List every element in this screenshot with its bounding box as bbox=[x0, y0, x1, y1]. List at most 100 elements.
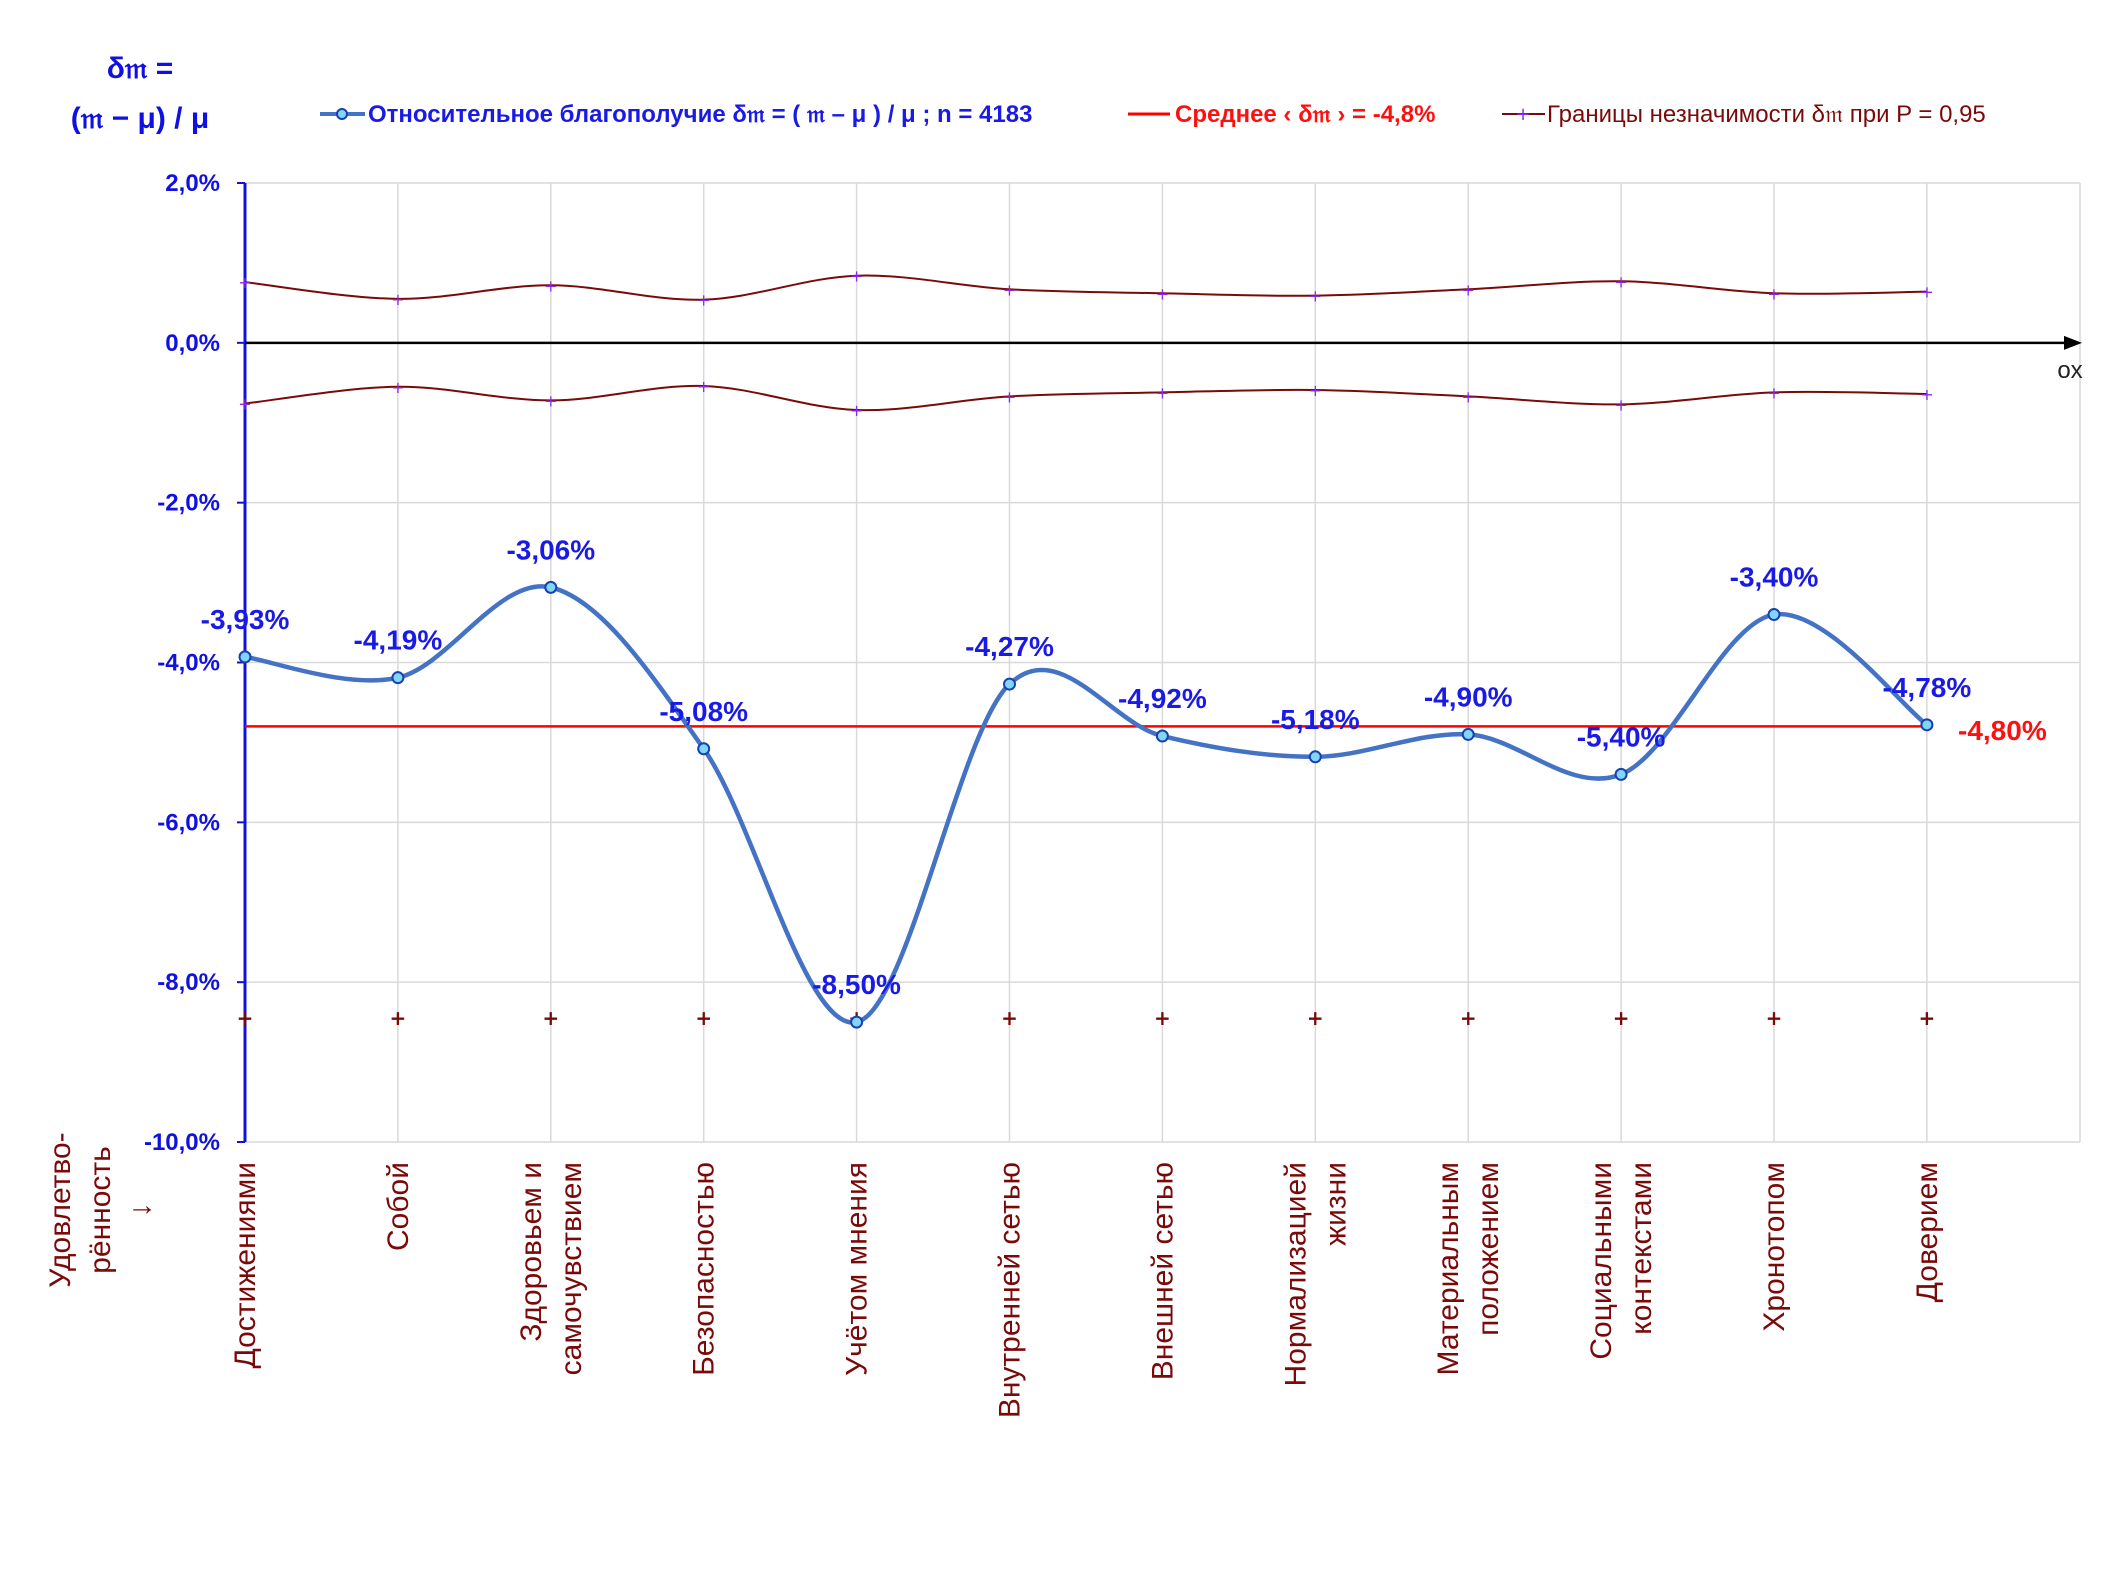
data-label: -4,92% bbox=[1118, 683, 1207, 714]
bound-line-lower bbox=[244, 384, 1927, 412]
category-label: Собой bbox=[382, 1162, 415, 1251]
data-point bbox=[1920, 718, 1934, 732]
category-label: Внутренней сетью bbox=[994, 1162, 1027, 1418]
bound-marker: + bbox=[697, 291, 710, 310]
category-label: Безопасностью bbox=[688, 1162, 721, 1376]
data-labels: -3,93% -4,19% -3,06% -5,08% -8,50% -4,27% -4,9… bbox=[201, 534, 1972, 1000]
bound-marker: + bbox=[1461, 280, 1474, 299]
y-tick-label: -10,0% bbox=[144, 1129, 220, 1156]
y-tick-label: -8,0% bbox=[157, 969, 220, 996]
data-label: -3,06% bbox=[506, 534, 595, 565]
x-axis-title-arrow: ↓ bbox=[124, 1203, 157, 1218]
legend-bounds-label: Границы незначимости δ𝔪 при P = 0,95 bbox=[1547, 101, 1986, 128]
data-label: -3,40% bbox=[1730, 562, 1819, 593]
x-axis-title: Удовлетво- рённость ↓ bbox=[44, 1132, 157, 1287]
category-label: Здоровьем и самочувствием bbox=[515, 1162, 588, 1375]
bound-low-marker: + bbox=[1613, 1006, 1630, 1030]
legend-main-marker bbox=[336, 108, 348, 120]
main-series-line bbox=[244, 584, 1929, 1025]
y-axis-ticks: 2,0% 0,0% -2,0% -4,0% -6,0% -8,0% -10,0% bbox=[144, 170, 245, 1156]
category-label: Социальными контекстами bbox=[1585, 1162, 1658, 1360]
bound-marker: + bbox=[1920, 385, 1933, 404]
data-label: -8,50% bbox=[812, 969, 901, 1000]
bound-marker: + bbox=[544, 276, 557, 295]
data-label: -5,18% bbox=[1271, 704, 1360, 735]
bound-low-marker: + bbox=[695, 1006, 712, 1030]
bound-marker: + bbox=[850, 401, 863, 420]
category-label-line: Нормализацией bbox=[1279, 1162, 1312, 1386]
data-label: -4,27% bbox=[965, 631, 1054, 662]
bound-marker: + bbox=[1461, 387, 1474, 406]
bound-marker: + bbox=[391, 378, 404, 397]
bound-low-marker: + bbox=[1919, 1006, 1936, 1030]
legend: Относительное благополучие δ𝔪 = ( 𝔪 – μ … bbox=[320, 101, 1986, 128]
bound-marker: + bbox=[1614, 395, 1627, 414]
data-label: -4,19% bbox=[354, 625, 443, 656]
x-axis-title-line1: Удовлетво- bbox=[44, 1132, 77, 1287]
data-point bbox=[1155, 729, 1169, 743]
bound-marker: + bbox=[1309, 381, 1322, 400]
category-label-line: контекстами bbox=[1625, 1162, 1658, 1335]
bound-low-marker: + bbox=[1001, 1006, 1018, 1030]
significance-bounds: ++++++++++++++++++++++++++++++++++++ bbox=[237, 267, 1936, 1030]
data-point bbox=[850, 1015, 864, 1029]
data-point bbox=[238, 650, 252, 664]
data-label: -5,40% bbox=[1577, 721, 1666, 752]
bound-marker: + bbox=[850, 267, 863, 286]
bound-marker: + bbox=[1614, 272, 1627, 291]
data-point bbox=[697, 742, 711, 756]
bound-marker: + bbox=[391, 290, 404, 309]
category-label: Внешней сетью bbox=[1146, 1162, 1179, 1380]
mean-value-label: -4,80% bbox=[1958, 715, 2047, 746]
legend-main-label: Относительное благополучие δ𝔪 = ( 𝔪 – μ … bbox=[368, 101, 1032, 128]
category-label: Учётом мнения bbox=[841, 1162, 874, 1376]
category-label-line: Учётом мнения bbox=[841, 1162, 874, 1376]
bound-low-marker: + bbox=[1460, 1006, 1477, 1030]
bound-marker: + bbox=[697, 377, 710, 396]
category-label-line: Доверием bbox=[1911, 1162, 1944, 1302]
bound-marker: + bbox=[1003, 387, 1016, 406]
category-label: Нормализацией жизни bbox=[1279, 1162, 1352, 1386]
category-label-line: Социальными bbox=[1585, 1162, 1618, 1360]
category-label-line: жизни bbox=[1319, 1162, 1352, 1246]
bound-marker: + bbox=[1156, 383, 1169, 402]
category-label-line: Материальным bbox=[1432, 1162, 1465, 1375]
category-label-line: Достижениями bbox=[229, 1162, 262, 1369]
bound-marker: + bbox=[1920, 283, 1933, 302]
y-axis-title-line1: δ𝔪 = bbox=[107, 52, 174, 85]
data-point bbox=[1461, 727, 1475, 741]
y-tick-label: -6,0% bbox=[157, 809, 220, 836]
legend-bounds-marker: + bbox=[1515, 104, 1530, 125]
bound-low-marker: + bbox=[1154, 1006, 1171, 1030]
data-point bbox=[1614, 767, 1628, 781]
bound-low-marker: + bbox=[1766, 1006, 1783, 1030]
y-tick-label: 2,0% bbox=[165, 170, 220, 197]
bound-marker: + bbox=[544, 391, 557, 410]
category-label: Достижениями bbox=[229, 1162, 262, 1369]
y-tick-label: -2,0% bbox=[157, 490, 220, 517]
bound-low-marker: + bbox=[390, 1006, 407, 1030]
bound-low-marker: + bbox=[237, 1006, 254, 1030]
category-label-line: Внешней сетью bbox=[1146, 1162, 1179, 1380]
category-label-line: Собой bbox=[382, 1162, 415, 1251]
y-tick-label: 0,0% bbox=[165, 330, 220, 357]
bound-marker: + bbox=[238, 395, 251, 414]
data-point bbox=[1767, 608, 1781, 622]
category-labels: Достижениями Собой Здоровьем и самочувствие… bbox=[229, 1162, 1944, 1418]
bound-line-upper bbox=[244, 274, 1927, 301]
data-label: -5,08% bbox=[659, 696, 748, 727]
ox-label: ox bbox=[2057, 357, 2082, 384]
category-label-line: Хронотопом bbox=[1758, 1162, 1791, 1332]
category-label-line: Внутренней сетью bbox=[994, 1162, 1027, 1418]
bound-marker: + bbox=[1767, 383, 1780, 402]
data-label: -4,90% bbox=[1424, 681, 1513, 712]
y-axis-title-line2: (𝔪 − μ) / μ bbox=[71, 102, 209, 135]
zero-axis-arrow bbox=[2064, 335, 2082, 350]
bound-marker: + bbox=[1156, 284, 1169, 303]
data-point bbox=[391, 671, 405, 685]
category-label-line: самочувствием bbox=[555, 1162, 588, 1375]
bound-marker: + bbox=[238, 273, 251, 292]
bound-low-marker: + bbox=[542, 1006, 559, 1030]
category-label: Доверием bbox=[1911, 1162, 1944, 1302]
